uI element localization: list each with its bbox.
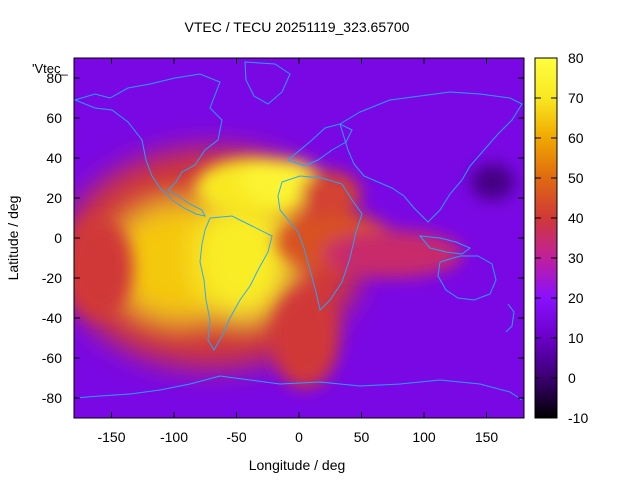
x-tick-label: 150 (475, 429, 499, 445)
coastline-asia (339, 91, 523, 223)
y-tick-label: 20 (46, 190, 62, 206)
colorbar: -10 0 10 20 30 40 50 60 70 80 (534, 50, 588, 426)
tec-feature-indian-ocean-band (322, 230, 463, 278)
coastline-south-america (199, 215, 273, 351)
colorbar-tick-label: 80 (568, 50, 584, 66)
x-tick-label: -100 (160, 429, 188, 445)
colorbar-tick-label: 40 (568, 210, 584, 226)
colorbar-tick-label: 10 (568, 330, 584, 346)
tec-feature-south-atlantic-tongue (271, 288, 340, 388)
x-axis-label: Longitude / deg (249, 457, 346, 473)
coastline-antarctica (74, 375, 523, 401)
coastline-australia (437, 255, 497, 301)
colorbar-tick-label: 20 (568, 290, 584, 306)
x-tick-label: 100 (412, 429, 436, 445)
y-axis-ticks: -80 -60 -40 -20 0 20 40 60 80 (42, 70, 524, 406)
x-tick-label: 0 (295, 429, 303, 445)
coastline-indonesia (418, 235, 471, 255)
y-tick-label: -60 (42, 350, 62, 366)
colorbar-tick-label: 0 (568, 370, 576, 386)
coastline-europe (287, 123, 353, 167)
plot-area (74, 58, 524, 418)
series-key-label: 'Vtec_ (32, 61, 68, 76)
coastline-north-america (74, 73, 223, 217)
y-tick-label: 60 (46, 110, 62, 126)
y-tick-label: -40 (42, 310, 62, 326)
tec-feature-low-north-pacific-east (470, 164, 515, 200)
y-tick-label: 40 (46, 150, 62, 166)
y-tick-label: -20 (42, 270, 62, 286)
x-axis-ticks: -150 -100 -50 0 50 100 150 (97, 58, 498, 445)
colorbar-tick-label: 70 (568, 90, 584, 106)
colorbar-tick-label: 30 (568, 250, 584, 266)
colorbar-tick-label: -10 (568, 410, 588, 426)
x-tick-label: -150 (97, 429, 125, 445)
y-tick-label: -80 (42, 390, 62, 406)
tec-feature-peak-north-atlantic (240, 160, 321, 204)
y-tick-label: 80 (46, 70, 62, 86)
colorbar-tick-label: 50 (568, 170, 584, 186)
colorbar-ticks: -10 0 10 20 30 40 50 60 70 80 (535, 50, 588, 426)
coastline-greenland (244, 61, 291, 105)
coastlines (74, 61, 523, 401)
y-tick-label: 0 (54, 230, 62, 246)
x-tick-label: -50 (226, 429, 246, 445)
coastline-new-zealand (505, 303, 515, 333)
tec-feature-pacific-wing (74, 218, 133, 318)
colorbar-gradient (534, 57, 558, 419)
tec-feature-anomaly-crest-south-america (194, 196, 291, 320)
colorbar-tick-label: 60 (568, 130, 584, 146)
chart-title: VTEC / TECU 20251119_323.65700 (185, 19, 410, 35)
coastline-africa (277, 175, 363, 311)
x-tick-label: 50 (354, 429, 370, 445)
tec-feature-arabia-blob (300, 172, 361, 216)
y-axis-label: Latitude / deg (5, 196, 21, 281)
